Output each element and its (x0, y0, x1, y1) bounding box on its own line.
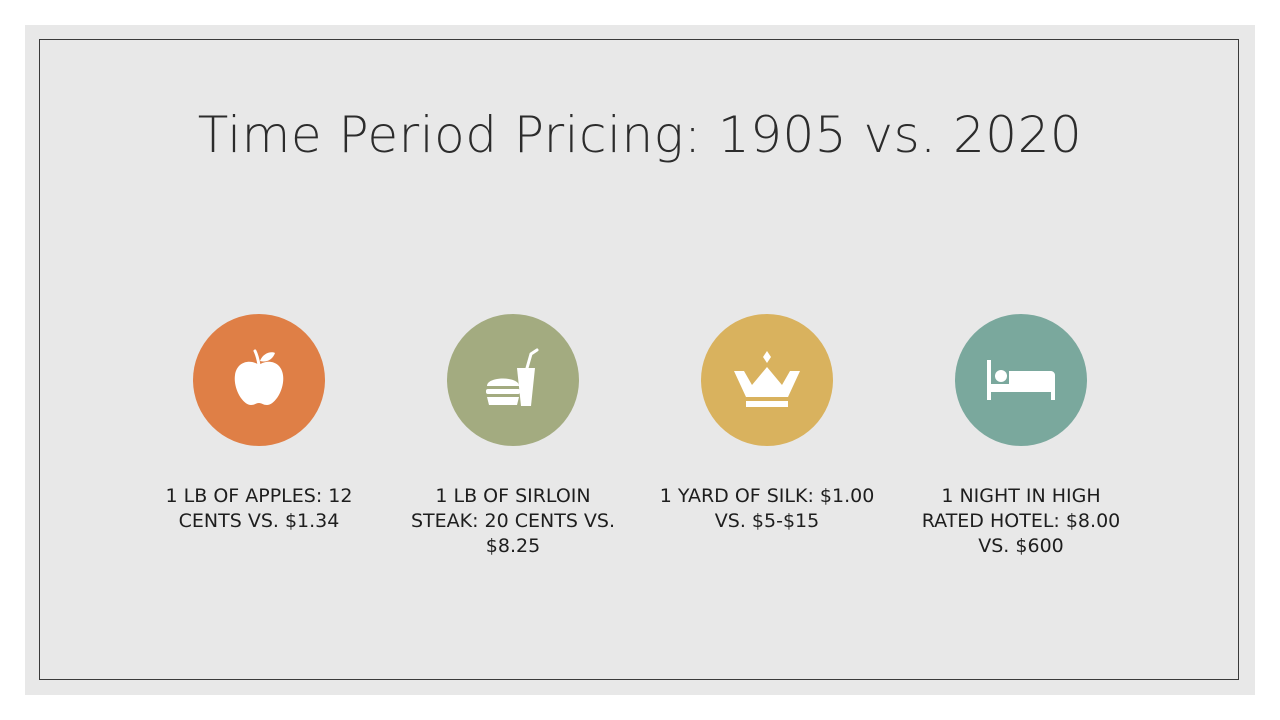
icon-circle (701, 314, 833, 446)
price-caption: 1 lb of apples: 12 cents vs. $1.34 (165, 485, 353, 532)
bed-icon (987, 360, 1055, 400)
price-item-hotel: 1 night in high rated hotel: $8.00 vs. $… (901, 314, 1141, 559)
price-caption: 1 lb of sirloin steak: 20 cents vs. $8.2… (410, 485, 616, 557)
slide-frame (39, 39, 1239, 680)
price-item-steak: 1 lb of sirloin steak: 20 cents vs. $8.2… (393, 314, 633, 559)
crown-icon (734, 351, 800, 407)
price-item-silk: 1 yard of silk: $1.00 vs. $5-$15 (647, 314, 887, 534)
apple-icon (234, 349, 284, 405)
slide: Time Period Pricing: 1905 vs. 2020 1 lb … (25, 25, 1255, 695)
price-caption: 1 yard of silk: $1.00 vs. $5-$15 (659, 485, 875, 532)
slide-title: Time Period Pricing: 1905 vs. 2020 (197, 106, 1083, 164)
price-caption: 1 night in high rated hotel: $8.00 vs. $… (921, 485, 1121, 557)
fast-food-icon (486, 348, 539, 406)
icon-circle (193, 314, 325, 446)
icon-circle (955, 314, 1087, 446)
price-item-apples: 1 lb of apples: 12 cents vs. $1.34 (139, 314, 379, 534)
icon-circle (447, 314, 579, 446)
